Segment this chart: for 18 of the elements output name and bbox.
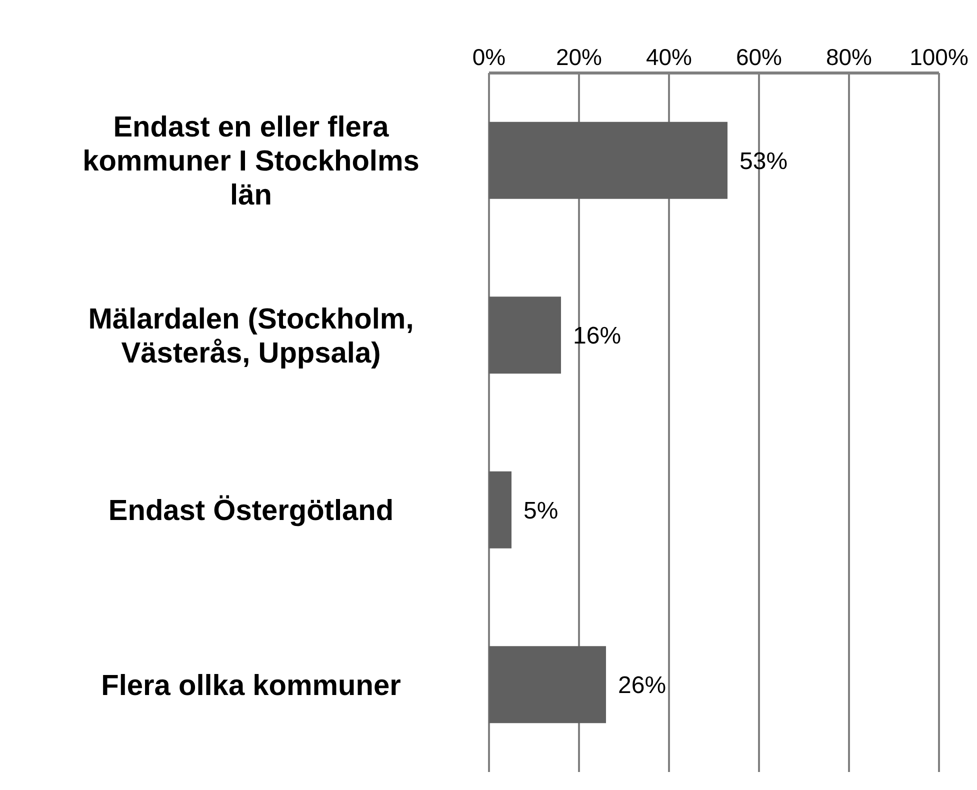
y-tick-label: Flera ollka kommuner (101, 670, 401, 702)
y-tick-label: Endast en eller flera kommuner I Stockholms län (82, 112, 420, 212)
data-label: 53% (740, 148, 788, 175)
x-tick-label: 80% (826, 44, 872, 70)
bar (489, 646, 606, 724)
x-tick-label: 40% (646, 44, 692, 70)
x-tick-label: 20% (556, 44, 602, 70)
data-label: 16% (573, 322, 622, 350)
y-tick-label: Mälardalen (Stockholm, Västerås, Uppsala) (88, 303, 414, 370)
x-tick-label: 60% (736, 44, 782, 70)
y-tick-label: Endast Östergötland (108, 495, 394, 528)
bar (489, 296, 561, 374)
x-tick-label: 100% (910, 44, 968, 70)
data-label: 5% (524, 497, 558, 524)
bar (489, 122, 728, 199)
data-label: 26% (618, 672, 666, 700)
bar (489, 471, 512, 548)
x-tick-label: 0% (472, 44, 506, 70)
